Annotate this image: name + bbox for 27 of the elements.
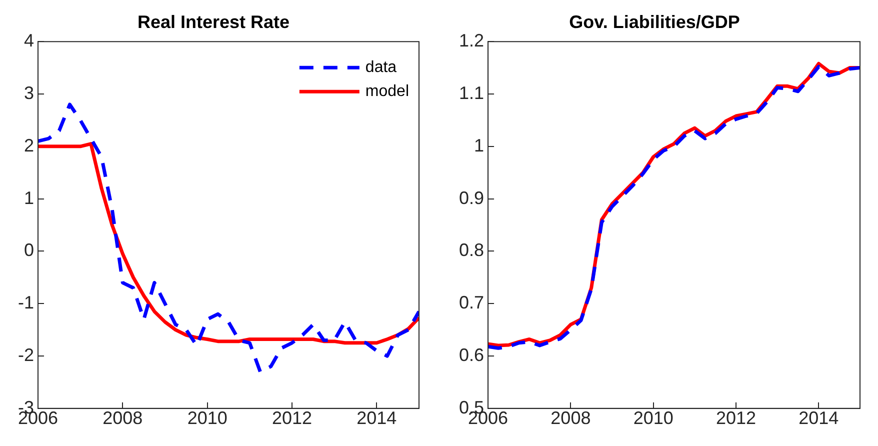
y-tick-label: -1: [18, 292, 34, 313]
y-tick-label: 1.1: [458, 82, 484, 103]
x-tick-label: 2012: [716, 408, 756, 428]
y-tick-label: 0.8: [458, 240, 484, 260]
chart-title: Gov. Liabilities/GDP: [569, 12, 740, 32]
y-tick-label: 1: [474, 135, 484, 156]
y-tick-label: 0.6: [458, 344, 484, 365]
chart-title: Real Interest Rate: [137, 12, 290, 32]
y-tick-label: 1.2: [458, 30, 484, 51]
x-tick-label: 2008: [550, 408, 591, 428]
y-tick-label: 0.9: [458, 188, 484, 208]
x-tick-label: 2012: [272, 408, 312, 428]
y-tick-label: 4: [24, 30, 34, 51]
y-tick-label: 0: [24, 240, 34, 260]
legend-label: model: [365, 83, 409, 100]
x-tick-label: 2008: [102, 408, 143, 428]
line-series: [38, 102, 419, 374]
legend-label: data: [365, 59, 397, 76]
x-tick-label: 2014: [798, 408, 839, 428]
y-tick-label: 0.7: [458, 292, 484, 313]
y-tick-label: 3: [24, 82, 34, 103]
y-tick-label: -2: [18, 344, 34, 365]
x-tick-label: 2010: [633, 408, 674, 428]
x-tick-label: 2010: [187, 408, 228, 428]
y-tick-label: 2: [24, 135, 34, 156]
x-tick-label: 2014: [356, 408, 397, 428]
y-tick-label: 1: [24, 188, 34, 208]
